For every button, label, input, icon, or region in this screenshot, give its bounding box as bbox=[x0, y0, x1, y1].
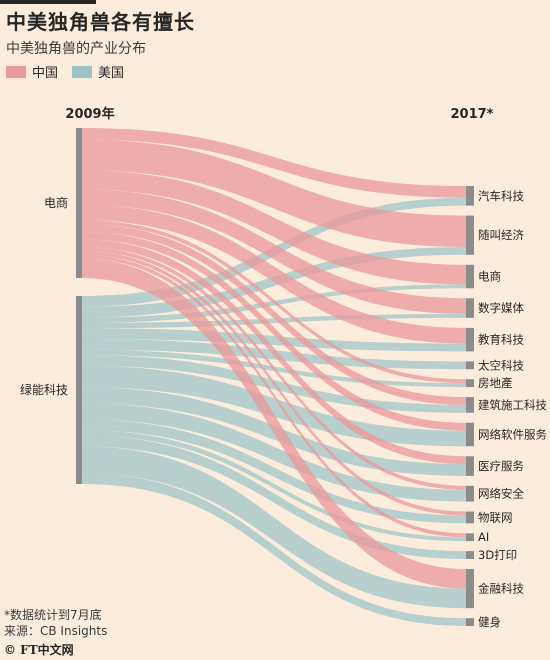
source-node-ecommerce bbox=[76, 128, 82, 278]
target-label: 房地產 bbox=[478, 376, 513, 390]
target-node bbox=[466, 485, 474, 502]
flow-china bbox=[82, 128, 466, 198]
target-label: 金融科技 bbox=[478, 582, 524, 596]
target-label: 建筑施工科技 bbox=[478, 398, 547, 412]
source-label-greentech: 绿能科技 bbox=[20, 382, 68, 397]
flow-us bbox=[82, 403, 466, 502]
target-node bbox=[466, 511, 474, 524]
target-label: 健身 bbox=[478, 615, 501, 629]
flow-china bbox=[82, 139, 466, 247]
flow-china bbox=[82, 220, 466, 384]
footnote-note: *数据统计到7月底 bbox=[4, 608, 102, 622]
legend: 中国 美国 bbox=[6, 62, 138, 81]
target-node bbox=[466, 568, 474, 609]
flow-china bbox=[82, 239, 466, 465]
target-label: 太空科技 bbox=[478, 358, 524, 372]
target-node bbox=[466, 379, 474, 388]
ft-logo: © FT中文网 bbox=[4, 643, 74, 657]
left-axis-label: 2009年 bbox=[65, 106, 114, 122]
flow-china bbox=[82, 189, 466, 314]
source-label-ecommerce: 电商 bbox=[44, 195, 68, 210]
target-node bbox=[466, 618, 474, 626]
target-label: 汽车科技 bbox=[478, 189, 524, 203]
target-label: AI bbox=[478, 530, 489, 544]
target-node bbox=[466, 186, 474, 206]
target-node bbox=[466, 298, 474, 318]
flow-china bbox=[82, 247, 466, 490]
target-node bbox=[466, 456, 474, 476]
footnote-source: 来源：CB Insights bbox=[4, 624, 108, 638]
chart-title: 中美独角兽各有擅长 bbox=[6, 10, 195, 34]
flow-china bbox=[82, 224, 466, 405]
target-label: 网络软件服务 bbox=[478, 428, 547, 442]
legend-item-china: 中国 bbox=[6, 62, 58, 81]
legend-label-china: 中国 bbox=[32, 66, 59, 81]
target-node bbox=[466, 264, 474, 289]
target-label: 物联网 bbox=[478, 510, 513, 524]
title-accent-bar bbox=[0, 0, 96, 4]
target-node bbox=[466, 551, 474, 559]
target-node bbox=[466, 533, 474, 542]
flow-china bbox=[82, 231, 466, 431]
footnote: *数据统计到7月底 来源：CB Insights bbox=[4, 607, 107, 639]
right-axis-label: 2017* bbox=[451, 107, 494, 122]
flow-us bbox=[82, 430, 466, 542]
target-label: 电商 bbox=[478, 270, 501, 284]
target-node bbox=[466, 215, 474, 255]
flow-us bbox=[82, 365, 466, 447]
target-label: 随叫经济 bbox=[478, 228, 524, 242]
flow-china bbox=[82, 258, 466, 589]
flow-china bbox=[82, 170, 466, 285]
target-label: 医疗服务 bbox=[478, 459, 524, 473]
target-label: 3D打印 bbox=[478, 548, 517, 562]
flow-china bbox=[82, 204, 466, 344]
legend-item-us: 美国 bbox=[72, 62, 124, 81]
sankey-nodes: 电商绿能科技汽车科技随叫经济电商数字媒体教育科技太空科技房地產建筑施工科技网络软… bbox=[20, 128, 547, 629]
flow-us bbox=[82, 246, 466, 318]
flow-us bbox=[82, 435, 466, 559]
target-node bbox=[466, 361, 474, 370]
flow-us bbox=[82, 473, 466, 626]
target-label: 网络安全 bbox=[478, 487, 524, 501]
source-node-greentech bbox=[76, 296, 82, 484]
flow-china bbox=[82, 251, 466, 516]
flow-us bbox=[82, 419, 466, 524]
flow-us bbox=[82, 446, 466, 609]
flow-us bbox=[82, 328, 466, 352]
target-node bbox=[466, 327, 474, 352]
chart-subtitle: 中美独角兽的产业分布 bbox=[6, 41, 146, 57]
target-node bbox=[466, 422, 474, 447]
target-label: 数字媒体 bbox=[478, 301, 524, 315]
legend-label-us: 美国 bbox=[98, 66, 125, 81]
legend-swatch-us bbox=[72, 65, 93, 78]
legend-swatch-china bbox=[6, 65, 26, 78]
target-label: 教育科技 bbox=[478, 333, 524, 347]
target-node bbox=[466, 397, 474, 413]
flow-china bbox=[82, 254, 466, 538]
flows-china bbox=[82, 128, 466, 589]
